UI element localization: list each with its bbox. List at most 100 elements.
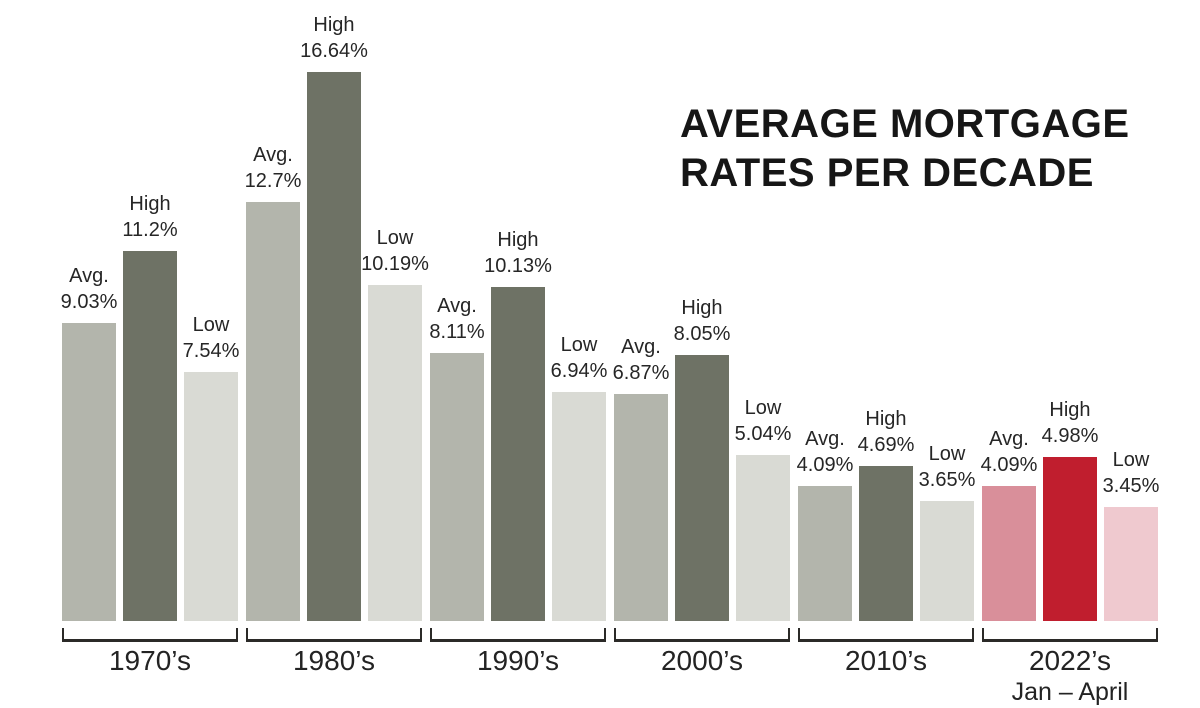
bar-label: High 4.69%	[858, 406, 915, 458]
decade-bracket	[430, 628, 606, 642]
decade-group: Avg. 4.09% High 4.98% Low 3.45% 2022’s Jan – Ap…	[981, 0, 1160, 706]
bar-avg	[982, 486, 1036, 621]
bar-label-kind: High	[313, 14, 355, 36]
bar-label-kind: High	[1049, 399, 1091, 421]
chart-title: AVERAGE MORTGAGE RATES PER DECADE	[680, 100, 1130, 198]
bar-label-value: 4.69%	[857, 434, 915, 456]
bar-label-kind: High	[129, 193, 171, 215]
decade-group: Avg. 4.09% High 4.69% Low 3.65% 2010’s	[797, 0, 976, 677]
bar-label-value: 3.65%	[918, 469, 976, 491]
bar-label: Low 5.04%	[735, 395, 792, 447]
bar-label-value: 5.04%	[734, 423, 792, 445]
bar-chart: Avg. 9.03% High 11.2% Low 7.54% 1970’s Avg. 12.7…	[61, 0, 1160, 706]
decade-bars: Avg. 9.03% High 11.2% Low 7.54%	[61, 0, 240, 621]
bar-cell: Avg. 6.87%	[613, 0, 670, 621]
decade-bars: Avg. 12.7% High 16.64% Low 10.19%	[245, 0, 429, 621]
bar-label: Low 3.45%	[1103, 447, 1160, 499]
bar-label: High 11.2%	[122, 191, 177, 243]
bar-label-kind: Avg.	[621, 336, 661, 358]
bar-cell: Low 3.45%	[1103, 0, 1160, 621]
bar-label-kind: Avg.	[69, 265, 109, 287]
bar-label: Avg. 9.03%	[61, 263, 118, 315]
bar-low	[1104, 507, 1158, 621]
decade-label: 2000’s	[660, 645, 743, 676]
bar-label-kind: Avg.	[253, 144, 293, 166]
bar-cell: High 11.2%	[122, 0, 178, 621]
bar-label: High 8.05%	[674, 295, 731, 347]
bar-cell: Avg. 9.03%	[61, 0, 118, 621]
bar-label-kind: Avg.	[989, 428, 1029, 450]
chart-title-line1: AVERAGE MORTGAGE	[680, 102, 1130, 146]
bar-label-value: 4.09%	[796, 454, 854, 476]
decade-label: 1990’s	[476, 645, 559, 676]
bar-high	[1043, 457, 1097, 621]
decade-bracket	[798, 628, 974, 642]
bar-high	[675, 355, 729, 621]
bar-label-value: 8.05%	[673, 323, 731, 345]
bar-label: High 16.64%	[300, 12, 368, 64]
bar-cell: Low 3.65%	[919, 0, 976, 621]
bar-label: Low 10.19%	[361, 225, 429, 277]
bar-label: High 4.98%	[1042, 397, 1099, 449]
bar-low	[552, 392, 606, 621]
bar-avg	[62, 323, 116, 621]
bar-label-value: 7.54%	[182, 340, 240, 362]
bar-cell: Avg. 12.7%	[245, 0, 302, 621]
bar-avg	[246, 202, 300, 621]
decade-group: Avg. 12.7% High 16.64% Low 10.19% 1980’s	[245, 0, 429, 677]
bar-cell: Low 10.19%	[361, 0, 429, 621]
bar-label-value: 6.94%	[550, 360, 608, 382]
bar-cell: Low 6.94%	[551, 0, 608, 621]
bar-label: Avg. 8.11%	[429, 293, 484, 345]
bar-label-kind: High	[865, 408, 907, 430]
bar-label-kind: Avg.	[437, 295, 477, 317]
bar-cell: High 10.13%	[484, 0, 552, 621]
decade-bars: Avg. 4.09% High 4.98% Low 3.45%	[981, 0, 1160, 621]
decade-bracket	[614, 628, 790, 642]
bar-label-value: 4.98%	[1041, 425, 1099, 447]
decade-label: 2010’s	[844, 645, 927, 676]
bar-label-value: 16.64%	[300, 40, 368, 62]
bar-cell: High 16.64%	[300, 0, 368, 621]
bar-cell: Avg. 8.11%	[429, 0, 485, 621]
decade-bracket	[62, 628, 238, 642]
bar-cell: Avg. 4.09%	[797, 0, 854, 621]
bar-label: Avg. 6.87%	[613, 334, 670, 386]
bar-low	[368, 285, 422, 621]
bar-label: Avg. 4.09%	[797, 426, 854, 478]
bar-label-kind: Low	[744, 397, 782, 419]
bar-avg	[430, 353, 484, 621]
bar-label-value: 10.13%	[484, 255, 552, 277]
bar-avg	[798, 486, 852, 621]
bar-label-kind: High	[497, 229, 539, 251]
bar-label: High 10.13%	[484, 227, 552, 279]
bar-cell: High 4.98%	[1042, 0, 1099, 621]
bar-label: Low 6.94%	[551, 332, 608, 384]
bar-cell: Avg. 4.09%	[981, 0, 1038, 621]
bar-cell: High 4.69%	[858, 0, 915, 621]
decade-label: 2022’s	[1028, 645, 1111, 676]
bar-label: Low 3.65%	[919, 441, 976, 493]
bar-label-kind: Low	[928, 443, 966, 465]
bar-cell: High 8.05%	[674, 0, 731, 621]
decade-bracket	[982, 628, 1158, 642]
bar-label: Low 7.54%	[183, 312, 240, 364]
bar-high	[307, 72, 361, 621]
bar-label-kind: Low	[560, 334, 598, 356]
decade-group: Avg. 9.03% High 11.2% Low 7.54% 1970’s	[61, 0, 240, 677]
bar-label-value: 9.03%	[60, 291, 118, 313]
bar-label-value: 8.11%	[429, 321, 485, 343]
decade-bars: Avg. 4.09% High 4.69% Low 3.65%	[797, 0, 976, 621]
bar-cell: Low 5.04%	[735, 0, 792, 621]
bar-avg	[614, 394, 668, 621]
decade-group: Avg. 8.11% High 10.13% Low 6.94% 1990’s	[429, 0, 608, 677]
bar-label-kind: Low	[192, 314, 230, 336]
bar-label-value: 11.2%	[122, 219, 178, 241]
bar-label-value: 6.87%	[612, 362, 670, 384]
bar-low	[736, 455, 790, 621]
bar-label: Avg. 12.7%	[245, 142, 302, 194]
bar-label-value: 12.7%	[244, 170, 302, 192]
decade-group: Avg. 6.87% High 8.05% Low 5.04% 2000’s	[613, 0, 792, 677]
bar-high	[491, 287, 545, 621]
bar-label: Avg. 4.09%	[981, 426, 1038, 478]
